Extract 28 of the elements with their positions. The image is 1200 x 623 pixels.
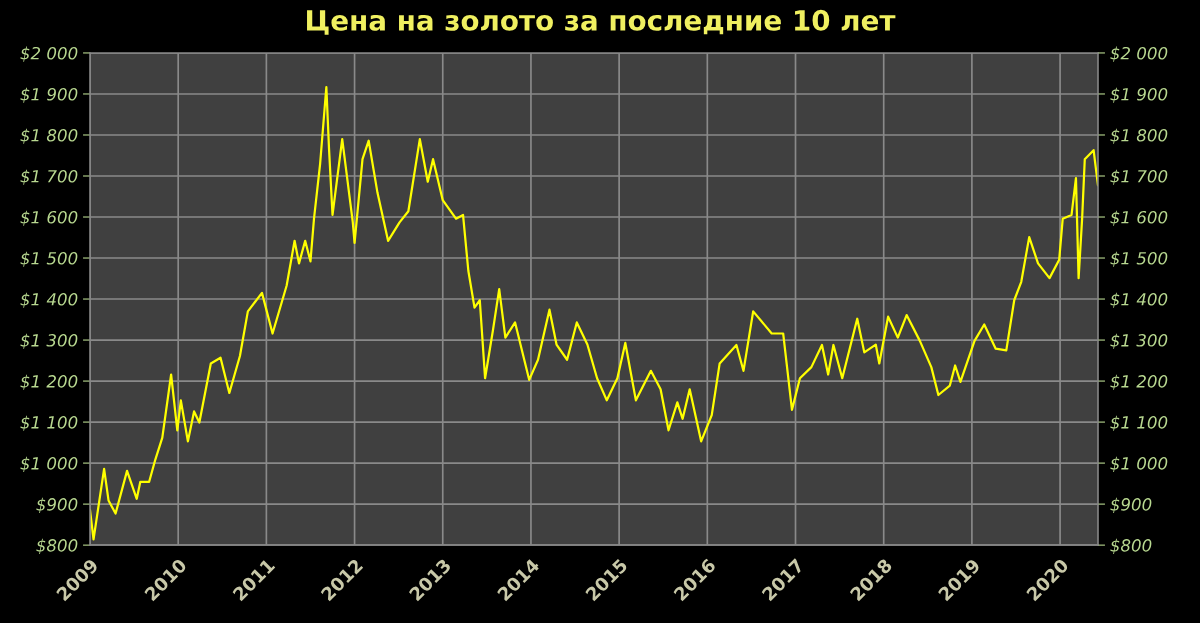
y2-tick-label: $1 200 bbox=[1110, 374, 1168, 390]
y2-tick-label: $1 500 bbox=[1110, 251, 1168, 267]
y-tick-label: $2 000 bbox=[20, 46, 78, 62]
y-tick-label: $1 500 bbox=[20, 251, 78, 267]
y-tick-label: $1 600 bbox=[20, 210, 78, 226]
y-tick-label: $1 000 bbox=[20, 456, 78, 472]
y2-tick-label: $1 100 bbox=[1110, 415, 1168, 431]
y2-tick-label: $1 400 bbox=[1110, 292, 1168, 308]
y2-tick-label: $2 000 bbox=[1110, 46, 1168, 62]
y-tick-label: $900 bbox=[36, 497, 78, 513]
y2-tick-label: $1 900 bbox=[1110, 87, 1168, 103]
y2-tick-label: $800 bbox=[1110, 538, 1152, 554]
y2-tick-label: $1 000 bbox=[1110, 456, 1168, 472]
chart-title: Цена на золото за последние 10 лет bbox=[307, 9, 896, 35]
y-tick-label: $1 300 bbox=[20, 333, 78, 349]
y2-tick-label: $1 800 bbox=[1110, 128, 1168, 144]
y2-tick-label: $900 bbox=[1110, 497, 1152, 513]
y-tick-label: $1 400 bbox=[20, 292, 78, 308]
y-tick-label: $1 100 bbox=[20, 415, 78, 431]
y-tick-label: $1 200 bbox=[20, 374, 78, 390]
y-tick-label: $1 800 bbox=[20, 128, 78, 144]
y-tick-label: $1 900 bbox=[20, 87, 78, 103]
y-tick-label: $800 bbox=[36, 538, 78, 554]
y2-tick-label: $1 300 bbox=[1110, 333, 1168, 349]
y-tick-label: $1 700 bbox=[20, 169, 78, 185]
y2-tick-label: $1 600 bbox=[1110, 210, 1168, 226]
y2-tick-label: $1 700 bbox=[1110, 169, 1168, 185]
line-series bbox=[90, 85, 1098, 541]
